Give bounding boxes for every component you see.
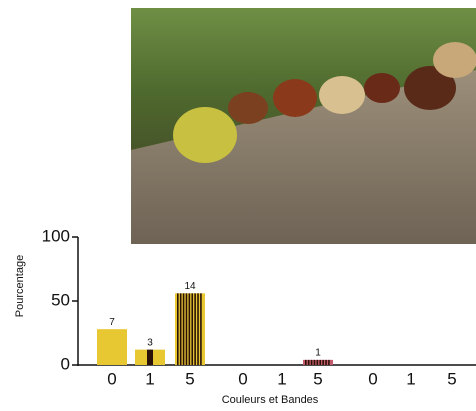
bar-count-label: 14 — [184, 281, 196, 292]
x-tick-label: 0 — [368, 369, 377, 388]
x-tick-label: 5 — [185, 369, 194, 388]
y-axis-label: Pourcentage — [14, 255, 26, 317]
x-tick-label: 0 — [107, 369, 116, 388]
x-axis-label: Couleurs et Bandes — [222, 394, 319, 406]
y-tick-label: 50 — [51, 290, 70, 309]
bar — [97, 329, 127, 365]
bar — [175, 293, 205, 365]
x-tick-label: 1 — [145, 369, 154, 388]
bar-count-label: 1 — [315, 348, 321, 359]
y-tick-label: 100 — [42, 226, 70, 245]
x-tick-label: 1 — [277, 369, 286, 388]
bar — [135, 349, 165, 365]
bar-count-label: 7 — [109, 317, 115, 328]
x-tick-label: 5 — [447, 369, 456, 388]
bar — [303, 359, 333, 365]
snail-photo — [131, 8, 476, 244]
bar-count-label: 3 — [147, 337, 153, 348]
x-tick-label: 5 — [313, 369, 322, 388]
x-tick-label: 0 — [238, 369, 247, 388]
x-tick-label: 1 — [406, 369, 415, 388]
y-tick-label: 0 — [61, 354, 70, 373]
